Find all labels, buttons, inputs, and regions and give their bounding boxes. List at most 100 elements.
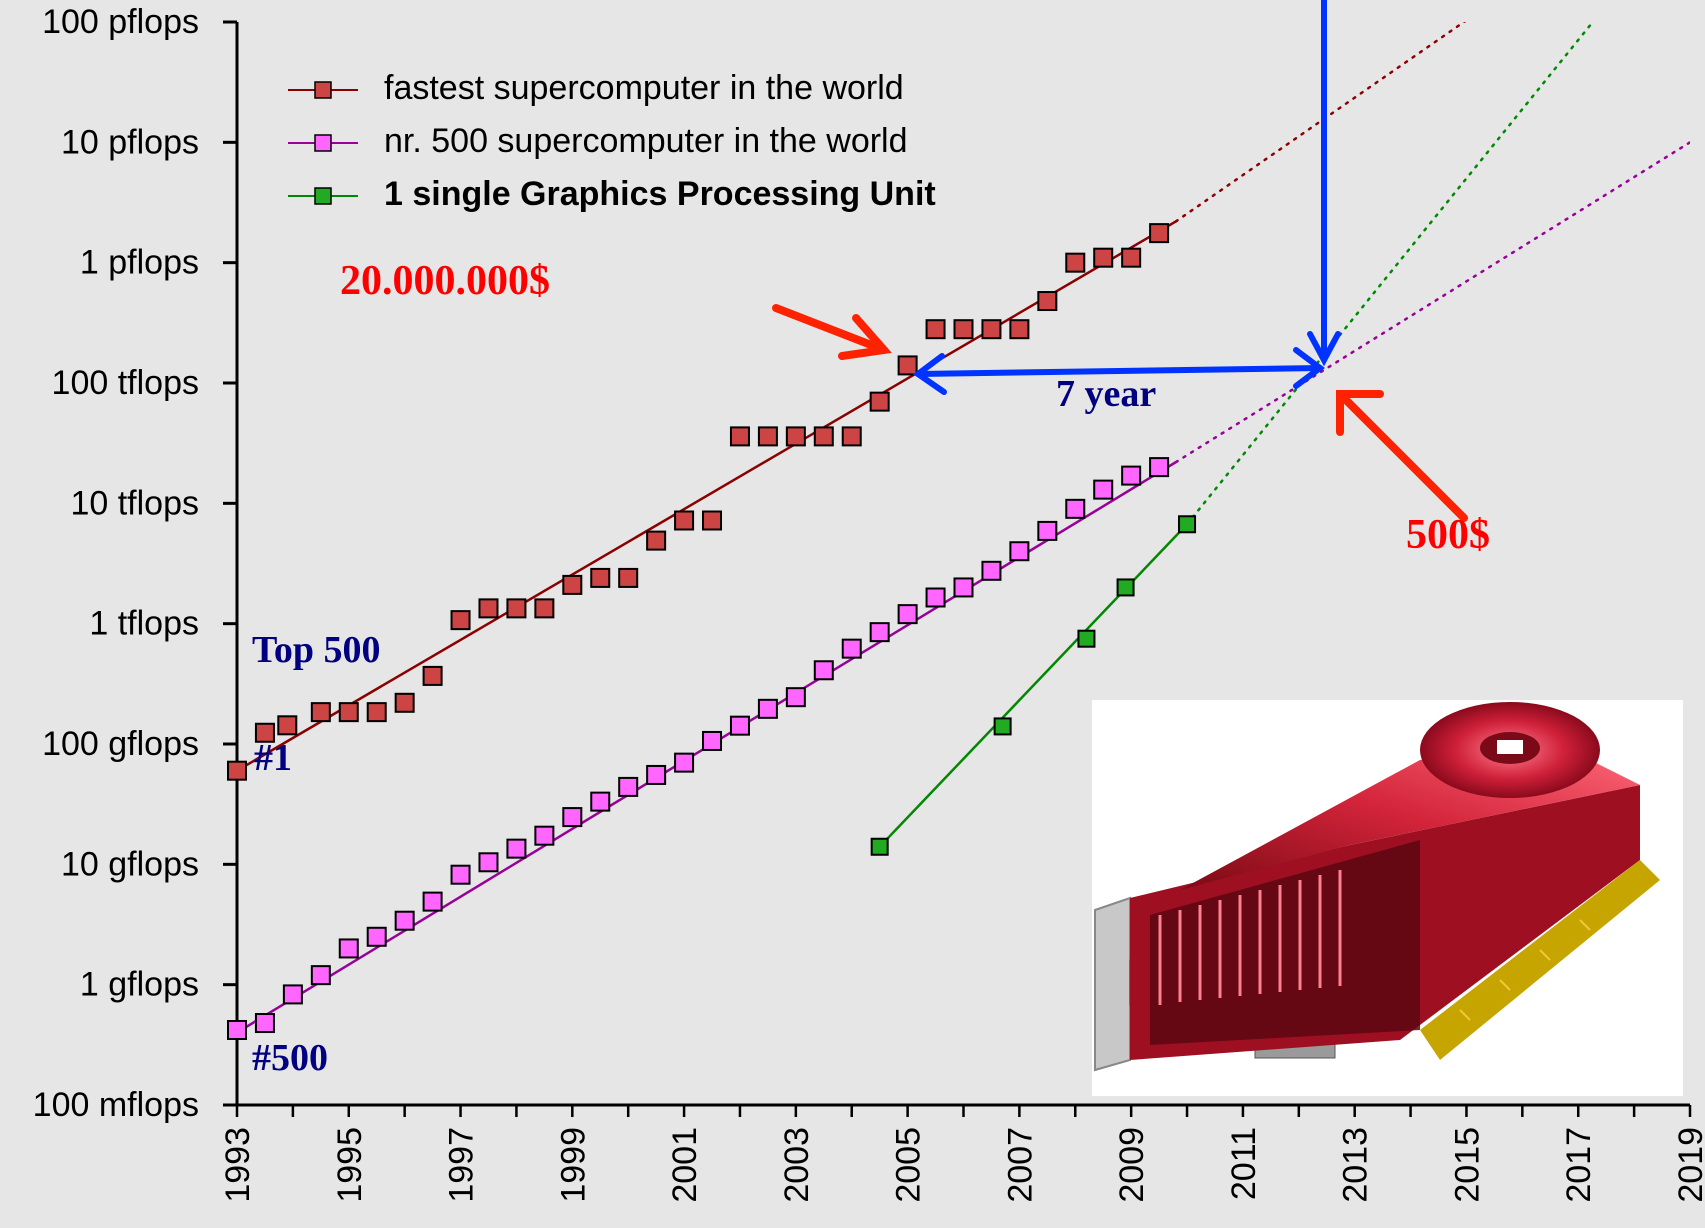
data-point (925, 587, 946, 608)
annotation-top500: Top 500 (252, 629, 381, 671)
data-point (702, 510, 723, 531)
data-point (1077, 629, 1096, 648)
legend-label: 1 single Graphics Processing Unit (384, 175, 936, 213)
data-point (785, 426, 806, 447)
annotation-rank-1: #1 (254, 737, 292, 779)
annotation-price-gpu: 500$ (1406, 512, 1490, 558)
data-point (590, 791, 611, 812)
data-point (1009, 319, 1030, 340)
data-point (1093, 479, 1114, 500)
annotations: 20.000.000$ 500$ 7 year Top 500 #1 #500 (252, 258, 1490, 1079)
data-point (277, 715, 298, 736)
data-point (394, 910, 415, 931)
y-tick-label: 1 tflops (89, 605, 199, 643)
arrows (772, 0, 1468, 522)
legend-label: nr. 500 supercomputer in the world (384, 122, 908, 160)
data-point (1093, 247, 1114, 268)
data-point (1149, 223, 1170, 244)
data-point (422, 891, 443, 912)
data-point (1121, 465, 1142, 486)
data-point (310, 702, 331, 723)
data-point (478, 852, 499, 873)
data-point (1037, 291, 1058, 312)
data-point (981, 319, 1002, 340)
data-point (506, 598, 527, 619)
data-point (993, 717, 1012, 736)
x-tick-label: 2019 (1672, 1127, 1705, 1203)
data-point (310, 965, 331, 986)
data-point (646, 764, 667, 785)
y-tick-label: 100 mflops (33, 1086, 199, 1124)
blue-arrow-double (912, 347, 1325, 395)
x-tick-label: 2003 (778, 1127, 816, 1203)
y-tick-label: 100 tflops (52, 364, 199, 402)
y-tick-label: 1 gflops (80, 966, 199, 1004)
extrapolation-lines (1174, 22, 1690, 526)
data-point (1178, 515, 1197, 534)
x-tick-label: 1995 (331, 1127, 369, 1203)
data-point (562, 574, 583, 595)
data-point (702, 730, 723, 751)
y-tick-label: 10 gflops (61, 845, 199, 883)
legend-entry-fastest: fastest supercomputer in the world (288, 69, 904, 107)
y-tick-label: 100 gflops (42, 725, 199, 763)
data-point (338, 938, 359, 959)
x-tick-label: 2017 (1560, 1127, 1598, 1203)
data-point (450, 864, 471, 885)
y-tick-label: 1 pflops (80, 244, 199, 282)
data-point (506, 838, 527, 859)
data-point (674, 752, 695, 773)
x-tick-label: 1997 (443, 1127, 481, 1203)
data-point (897, 355, 918, 376)
x-tick-label: 2011 (1225, 1127, 1263, 1200)
data-point (1009, 541, 1030, 562)
data-point (953, 577, 974, 598)
data-point (897, 604, 918, 625)
data-point (870, 837, 889, 856)
y-tick-label: 10 pflops (61, 123, 199, 161)
red-arrow-right (1336, 390, 1468, 522)
data-point (674, 510, 695, 531)
x-tick-label: 2009 (1113, 1127, 1151, 1203)
data-point (338, 702, 359, 723)
data-point (227, 760, 247, 781)
data-point (450, 610, 471, 631)
x-tick-label: 2001 (666, 1127, 704, 1203)
y-tick-label: 10 tflops (70, 484, 199, 522)
data-point (757, 698, 778, 719)
data-point (1149, 457, 1170, 478)
data-point (729, 426, 750, 447)
legend-label: fastest supercomputer in the world (384, 69, 904, 107)
data-point (1037, 520, 1058, 541)
data-point (282, 984, 303, 1005)
data-point (394, 692, 415, 713)
annotation-rank-500: #500 (252, 1037, 328, 1079)
x-tick-label: 1993 (219, 1127, 257, 1203)
x-tick-label: 2005 (890, 1127, 928, 1203)
data-point (562, 807, 583, 828)
data-point (366, 926, 387, 947)
data-point (618, 776, 639, 797)
legend-entry-gpu: 1 single Graphics Processing Unit (288, 175, 936, 213)
y-tick-label: 100 pflops (42, 3, 199, 41)
data-point (254, 1013, 275, 1034)
data-point (813, 426, 834, 447)
axes: 100 mflops 1 gflops 10 gflops 100 gflops 1 t… (33, 3, 1705, 1203)
data-point (422, 665, 443, 686)
data-point (953, 319, 974, 340)
legend: fastest supercomputer in the world nr. 5… (288, 69, 936, 213)
data-point (227, 1020, 247, 1041)
annotation-7-year: 7 year (1056, 373, 1156, 415)
data-point (590, 567, 611, 588)
data-point (366, 702, 387, 723)
data-point (729, 715, 750, 736)
data-point (925, 319, 946, 340)
legend-entry-nr500: nr. 500 supercomputer in the world (288, 122, 908, 160)
annotation-price-supercomputer: 20.000.000$ (340, 258, 550, 304)
data-point (1065, 498, 1086, 519)
data-point (534, 825, 555, 846)
data-point (813, 660, 834, 681)
x-tick-label: 1999 (554, 1127, 592, 1203)
data-point (869, 622, 890, 643)
